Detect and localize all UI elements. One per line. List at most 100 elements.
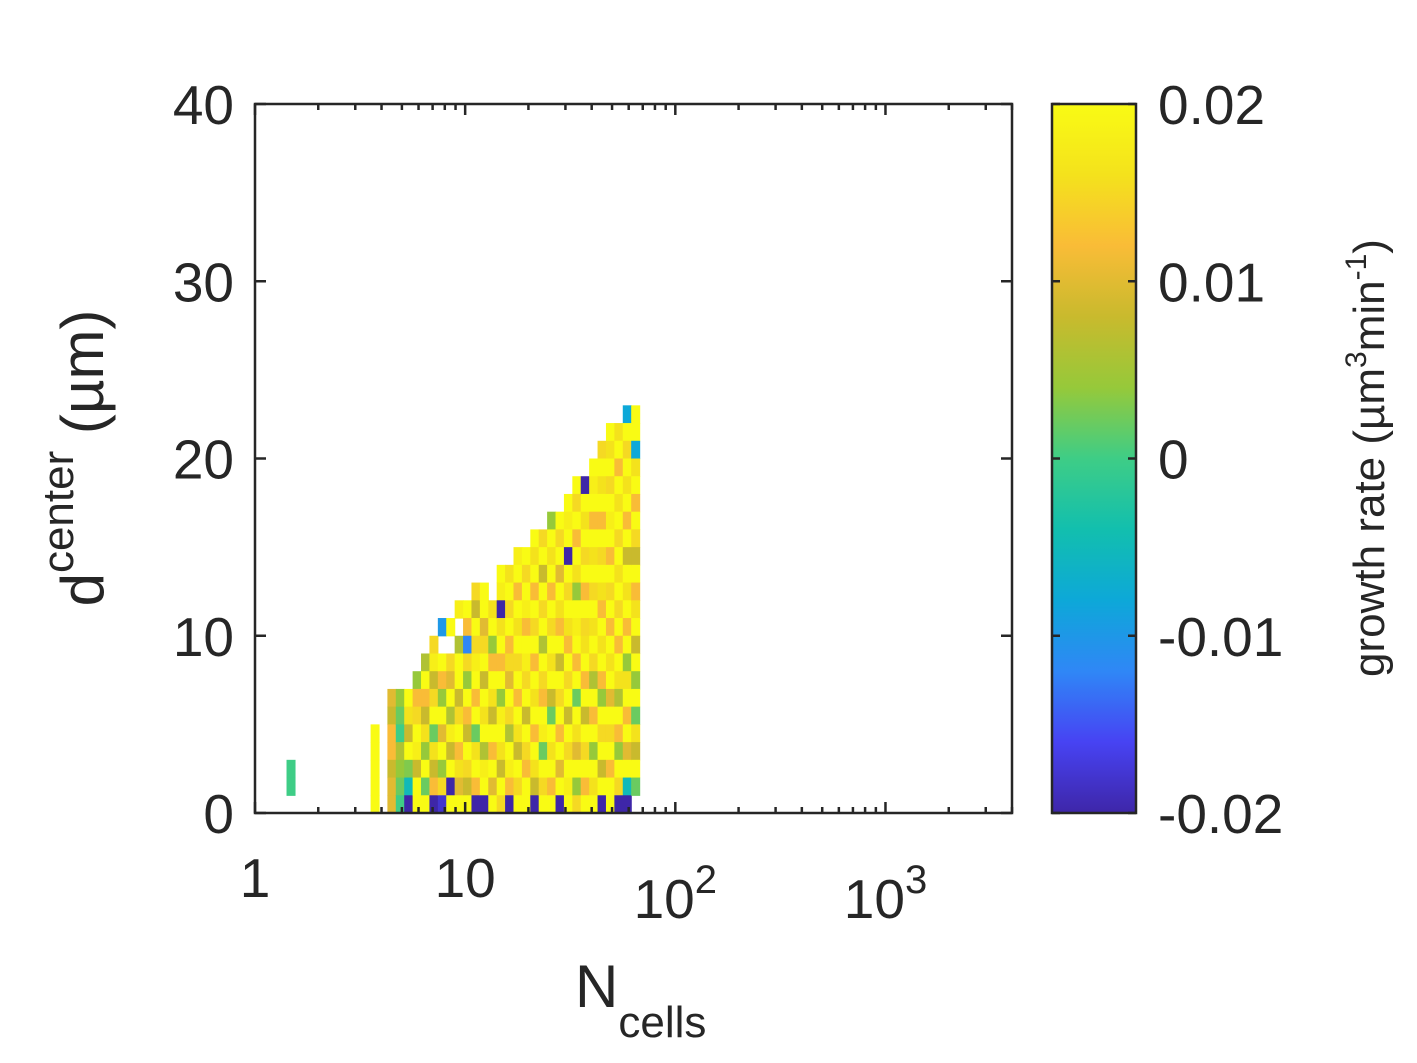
heatmap-cell (622, 564, 632, 584)
heatmap-cell (454, 706, 464, 725)
y-tick-label: 0 (203, 783, 234, 845)
heatmap-cell (488, 618, 498, 637)
heatmap-cell (395, 777, 405, 796)
heatmap-cell (421, 724, 431, 743)
heatmap-cell (370, 759, 380, 779)
heatmap-cell (572, 618, 582, 637)
heatmap-cell (538, 635, 548, 655)
heatmap-cell (614, 476, 624, 495)
heatmap-cell (421, 777, 431, 796)
heatmap-cell (479, 600, 489, 619)
heatmap-cell (605, 493, 615, 513)
heatmap-cell (513, 653, 523, 672)
heatmap-cell (589, 742, 599, 761)
heatmap-cell (631, 742, 641, 761)
heatmap-cell (631, 600, 641, 619)
heatmap-cell (538, 706, 548, 725)
colorbar-label: growth rate (µm3min-1) (1340, 239, 1394, 677)
heatmap-cell (555, 547, 565, 566)
heatmap-cell (597, 440, 607, 460)
heatmap-cell (622, 742, 632, 761)
heatmap-cell (580, 564, 590, 584)
colorbar-tick-label: -0.01 (1158, 606, 1283, 668)
heatmap-cell (463, 777, 473, 796)
heatmap-cell (631, 529, 641, 548)
heatmap-cell (597, 795, 607, 814)
heatmap-cell (622, 688, 632, 708)
heatmap-cell (631, 706, 641, 725)
heatmap-cell (471, 653, 481, 672)
heatmap-cell (505, 635, 515, 655)
heatmap-cell (429, 795, 439, 814)
heatmap-cell (454, 635, 464, 655)
heatmap-cell (547, 582, 557, 601)
heatmap-cell (454, 759, 464, 779)
heatmap-cell (513, 564, 523, 584)
heatmap-cell (572, 600, 582, 619)
heatmap-cell (605, 795, 615, 814)
heatmap-cell (437, 671, 447, 690)
heatmap-cell (589, 564, 599, 584)
heatmap-cell (488, 671, 498, 690)
heatmap-cell (530, 671, 540, 690)
heatmap-cell (614, 423, 624, 442)
heatmap-cell (597, 600, 607, 619)
heatmap-cell (479, 724, 489, 743)
heatmap-cell (580, 688, 590, 708)
heatmap-cell (572, 493, 582, 513)
heatmap-cell (454, 742, 464, 761)
heatmap-cell (572, 529, 582, 548)
heatmap-cell (631, 547, 641, 566)
heatmap-cell (614, 706, 624, 725)
heatmap-cell (471, 618, 481, 637)
heatmap-cell (530, 795, 540, 814)
heatmap-cell (605, 688, 615, 708)
heatmap-cell (488, 706, 498, 725)
heatmap-cell (605, 653, 615, 672)
heatmap-cell (387, 777, 397, 796)
heatmap-cell (614, 635, 624, 655)
heatmap-cell (605, 618, 615, 637)
heatmap-cell (429, 777, 439, 796)
heatmap-cell (530, 529, 540, 548)
heatmap-cell (622, 795, 632, 814)
heatmap-cell (622, 724, 632, 743)
heatmap-cell (563, 671, 573, 690)
colorbar-tick-label: 0.01 (1158, 251, 1265, 313)
heatmap-cell (429, 706, 439, 725)
heatmap-cell (580, 511, 590, 530)
heatmap-cell (479, 618, 489, 637)
heatmap-cell (513, 795, 523, 814)
x-tick-base: 10 (435, 847, 496, 909)
heatmap-cell (521, 706, 531, 725)
heatmap-cell (563, 547, 573, 566)
heatmap-cell (505, 653, 515, 672)
heatmap-cell (471, 600, 481, 619)
x-axis-label-sub: cells (618, 998, 706, 1047)
heatmap-cell (538, 618, 548, 637)
heatmap-cell (622, 493, 632, 513)
heatmap-cell (437, 618, 447, 637)
heatmap-cell (614, 759, 624, 779)
heatmap-cell (496, 564, 506, 584)
heatmap-cell (631, 724, 641, 743)
heatmap-cell (589, 759, 599, 779)
heatmap-cell (589, 476, 599, 495)
heatmap-cell (471, 795, 481, 814)
heatmap-cell (563, 493, 573, 513)
x-tick-label: 103 (844, 858, 927, 930)
heatmap-cell (463, 742, 473, 761)
heatmap-cell (446, 795, 456, 814)
heatmap-cell (521, 564, 531, 584)
y-axis-label-sub: center (34, 451, 83, 573)
heatmap-cell (631, 476, 641, 495)
heatmap-cell (421, 706, 431, 725)
heatmap-cell (547, 600, 557, 619)
heatmap-cell (513, 582, 523, 601)
heatmap-cell (521, 777, 531, 796)
heatmap-cell (555, 759, 565, 779)
heatmap-cell (488, 777, 498, 796)
heatmap-cell (589, 511, 599, 530)
heatmap-cell (614, 600, 624, 619)
heatmap-cell (614, 458, 624, 477)
